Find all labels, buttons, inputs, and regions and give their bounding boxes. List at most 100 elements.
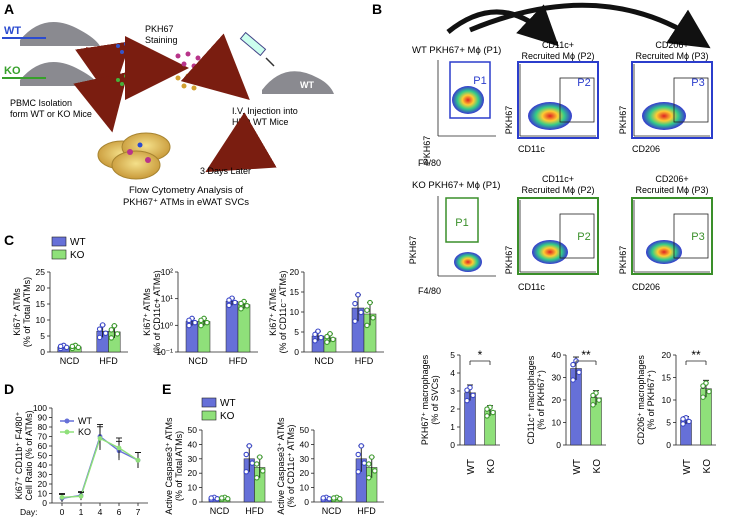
cd11c-title-ko-2: Recruited Mϕ (P2)	[521, 185, 594, 195]
pbmc-text-1: PBMC Isolation	[10, 98, 72, 108]
cd11c-title-ko-1: CD11c+	[542, 174, 574, 184]
data-point	[69, 343, 76, 350]
data-point	[364, 307, 370, 313]
gate-p1-label: P1	[455, 217, 468, 229]
pbmc-text-2: form WT or KO Mice	[10, 109, 92, 119]
legend-ko: KO	[220, 411, 235, 422]
y-tick-label: 90	[38, 413, 48, 423]
data-point	[78, 493, 84, 499]
y-tick-label: 5	[450, 350, 455, 360]
data-point	[352, 318, 358, 324]
y-tick-label: 0	[666, 440, 671, 450]
x-tick-label: 7	[136, 507, 141, 517]
data-point	[102, 330, 109, 337]
y-tick-label: 10	[38, 489, 48, 499]
y-axis-label-2: (% of CD11c⁺ ATMs)	[286, 425, 296, 508]
data-point	[99, 322, 106, 328]
data-point	[249, 460, 256, 466]
data-point	[208, 495, 215, 501]
syringe-icon	[239, 31, 275, 67]
y-tick-label: 15	[290, 287, 300, 297]
legend-wt-swatch	[51, 236, 67, 247]
data-point	[243, 451, 250, 458]
y-tick-label: 10²	[161, 267, 173, 277]
y-axis-label-2: (% of SVCs)	[430, 375, 440, 425]
data-point	[368, 454, 375, 460]
x-tick-label: 1	[79, 507, 84, 517]
recipient-mouse-icon	[262, 71, 334, 94]
density-cloud	[646, 240, 682, 264]
x-tick-label: 6	[117, 507, 122, 517]
data-point	[358, 309, 364, 316]
gate-p2	[559, 77, 595, 123]
x-tick-label: NCD	[314, 356, 334, 366]
data-point	[225, 496, 231, 502]
data-point	[352, 300, 358, 307]
data-point	[330, 495, 337, 501]
data-point	[198, 322, 204, 329]
ko-label: KO	[4, 65, 21, 77]
y-tick-label: 4	[450, 368, 455, 378]
data-point	[355, 451, 361, 458]
arrow-icon	[180, 33, 250, 101]
cd206-title-2: Recruited Mϕ (P3)	[635, 51, 708, 61]
data-point	[686, 418, 692, 425]
pkh-text-2: Staining	[145, 35, 178, 45]
cd206-title-1: CD206+	[655, 40, 688, 50]
data-point	[320, 495, 326, 501]
axis-cd11c: CD11c	[518, 144, 545, 154]
x-tick-label: WT	[466, 459, 477, 475]
y-tick-label: 20	[300, 468, 310, 478]
data-point	[680, 421, 686, 427]
y-tick-label: 5	[666, 418, 671, 428]
y-tick-label: 10	[300, 483, 310, 493]
y-tick-label: 20	[552, 395, 562, 405]
data-point	[590, 402, 596, 408]
axis-pkh67: PKH67	[504, 246, 514, 275]
data-point	[243, 469, 250, 475]
data-point	[63, 344, 70, 351]
y-tick-label: 20	[188, 468, 198, 478]
y-axis-label: Active Caspase3⁺ ATMs	[276, 417, 286, 515]
chart-B1: 0 1 2 3 4 5 PKH67⁺ macrophages (% of SVCs) WT KO *	[420, 348, 500, 475]
data-point	[114, 331, 121, 337]
flow-plot: P2	[517, 197, 599, 275]
y-tick-label: 10⁰	[160, 320, 173, 330]
y-tick-label: 50	[188, 425, 198, 435]
panel-label-d: D	[4, 381, 14, 397]
data-point	[680, 416, 686, 422]
axis-cd11c: CD11c	[518, 282, 545, 292]
y-tick-label: 40	[300, 439, 310, 449]
x-tick-label: KO	[702, 459, 713, 474]
flow-text-1: Flow Cytometry Analysis of	[129, 185, 243, 196]
axis-f480: F4/80	[418, 286, 441, 296]
y-axis-label-2: (% of PKH67⁺)	[646, 370, 656, 430]
data-point	[490, 409, 496, 416]
chart-E2: 0 10 20 30 40 50 Active Caspase3⁺ ATMs (% of CD…	[276, 417, 384, 516]
data-point	[361, 460, 367, 466]
y-tick-label: 70	[38, 432, 48, 442]
data-point	[246, 443, 253, 449]
axis-pkh67: PKH67	[422, 136, 432, 165]
y-tick-label: 15	[662, 373, 672, 383]
curved-arrow-icon	[469, 2, 711, 49]
data-point	[570, 377, 576, 383]
gate-p2	[559, 213, 595, 259]
flow-plot: P1	[437, 60, 496, 137]
legend-ko-swatch	[201, 410, 217, 421]
chart-B2: 0 10 20 30 40 CD11c⁺ macrophages (% of PKH67⁺)…	[526, 348, 606, 475]
cd206-title-ko-1: CD206+	[655, 174, 688, 184]
density-cloud	[532, 240, 568, 264]
data-point	[214, 496, 221, 502]
data-point	[700, 394, 706, 400]
y-tick-label: 10	[662, 395, 672, 405]
data-point	[324, 339, 330, 345]
x-tick-label: WT	[572, 459, 583, 475]
y-tick-label: 20	[662, 350, 672, 360]
data-point	[336, 496, 343, 502]
y-tick-label: 10¹	[161, 294, 173, 304]
y-tick-label: 20	[38, 479, 48, 489]
y-tick-label: 10	[552, 418, 562, 428]
plot-frame	[631, 61, 713, 139]
